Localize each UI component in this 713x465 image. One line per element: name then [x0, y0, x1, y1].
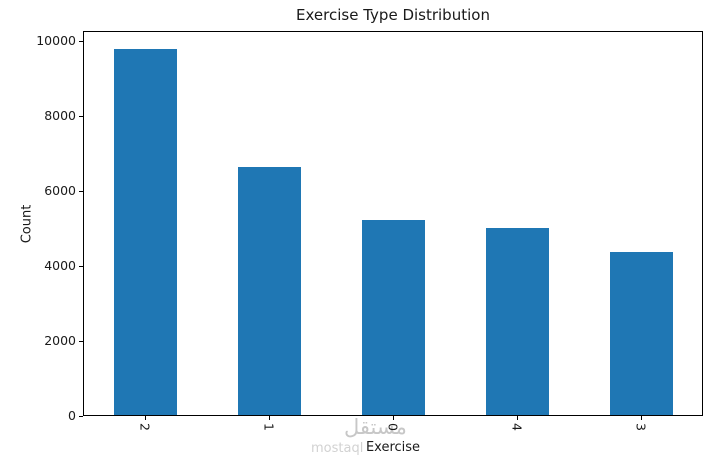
- bar-category-0: [361, 220, 425, 415]
- y-tick-label: 6000: [44, 183, 76, 198]
- y-tick-mark: [79, 266, 83, 267]
- x-tick-label: 3: [633, 423, 649, 431]
- x-tick-label: 2: [137, 423, 153, 431]
- watermark-latin-text: mostaql: [311, 441, 364, 456]
- x-tick-mark: [145, 416, 146, 420]
- y-tick-label: 8000: [44, 108, 76, 123]
- y-tick-mark: [79, 191, 83, 192]
- bar-category-4: [485, 228, 549, 415]
- y-tick-mark: [79, 416, 83, 417]
- watermark-arabic-text: مستقل: [344, 415, 407, 439]
- x-tick-mark: [517, 416, 518, 420]
- y-tick-mark: [79, 41, 83, 42]
- x-tick-label: 1: [261, 423, 277, 431]
- y-tick-label: 2000: [44, 333, 76, 348]
- bar-category-1: [237, 167, 301, 415]
- y-axis-label: Count: [19, 204, 35, 244]
- x-tick-mark: [269, 416, 270, 420]
- y-tick-mark: [79, 116, 83, 117]
- y-tick-mark: [79, 341, 83, 342]
- x-tick-label: 0: [385, 423, 401, 431]
- x-tick-label: 4: [509, 423, 525, 431]
- chart-title: Exercise Type Distribution: [296, 6, 490, 24]
- x-tick-mark: [641, 416, 642, 420]
- x-axis-label: Exercise: [365, 440, 421, 455]
- bar-category-2: [113, 49, 177, 415]
- y-tick-label: 0: [68, 408, 76, 423]
- plot-area: [83, 31, 703, 416]
- x-tick-mark: [393, 416, 394, 420]
- bar-category-3: [609, 252, 673, 415]
- y-tick-label: 10000: [36, 33, 76, 48]
- y-tick-label: 4000: [44, 258, 76, 273]
